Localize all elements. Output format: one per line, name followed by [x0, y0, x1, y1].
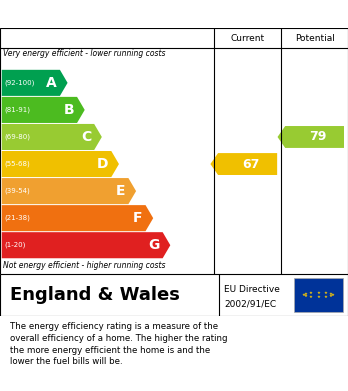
- Text: ★: ★: [324, 294, 328, 298]
- Text: ★: ★: [309, 291, 313, 296]
- Text: Potential: Potential: [295, 34, 334, 43]
- Text: ★: ★: [302, 293, 306, 297]
- Text: F: F: [133, 211, 143, 225]
- Text: B: B: [64, 103, 74, 117]
- Polygon shape: [2, 178, 136, 204]
- Text: ★: ★: [329, 294, 333, 298]
- Text: (39-54): (39-54): [4, 188, 30, 194]
- Polygon shape: [278, 126, 344, 148]
- Text: (21-38): (21-38): [4, 215, 30, 221]
- Text: E: E: [116, 184, 126, 198]
- Text: A: A: [46, 76, 57, 90]
- Text: (1-20): (1-20): [4, 242, 25, 248]
- Text: ★: ★: [316, 291, 321, 295]
- Text: Current: Current: [230, 34, 265, 43]
- Bar: [294, 278, 343, 312]
- Text: ★: ★: [329, 292, 333, 296]
- Text: (69-80): (69-80): [4, 134, 30, 140]
- Polygon shape: [2, 232, 170, 258]
- Text: England & Wales: England & Wales: [10, 286, 180, 304]
- Text: Energy Efficiency Rating: Energy Efficiency Rating: [69, 7, 279, 22]
- Text: Very energy efficient - lower running costs: Very energy efficient - lower running co…: [3, 49, 166, 58]
- Text: ★: ★: [304, 294, 308, 298]
- Polygon shape: [2, 97, 85, 123]
- Text: (92-100): (92-100): [4, 80, 34, 86]
- Text: Not energy efficient - higher running costs: Not energy efficient - higher running co…: [3, 261, 166, 270]
- Polygon shape: [2, 124, 102, 150]
- Polygon shape: [2, 205, 153, 231]
- Text: ★: ★: [316, 295, 321, 299]
- Text: ★: ★: [324, 291, 328, 296]
- Text: 67: 67: [243, 158, 260, 170]
- Polygon shape: [2, 151, 119, 177]
- Text: C: C: [81, 130, 92, 144]
- Text: D: D: [97, 157, 109, 171]
- Text: (81-91): (81-91): [4, 107, 30, 113]
- Text: ★: ★: [304, 292, 308, 296]
- Text: G: G: [149, 238, 160, 252]
- Text: 2002/91/EC: 2002/91/EC: [224, 300, 277, 309]
- Text: (55-68): (55-68): [4, 161, 30, 167]
- Polygon shape: [211, 153, 277, 175]
- Text: 79: 79: [309, 131, 327, 143]
- Text: ★: ★: [331, 293, 335, 297]
- Text: The energy efficiency rating is a measure of the
overall efficiency of a home. T: The energy efficiency rating is a measur…: [10, 322, 228, 366]
- Text: EU Directive: EU Directive: [224, 285, 280, 294]
- Polygon shape: [2, 70, 68, 96]
- Text: ★: ★: [309, 294, 313, 298]
